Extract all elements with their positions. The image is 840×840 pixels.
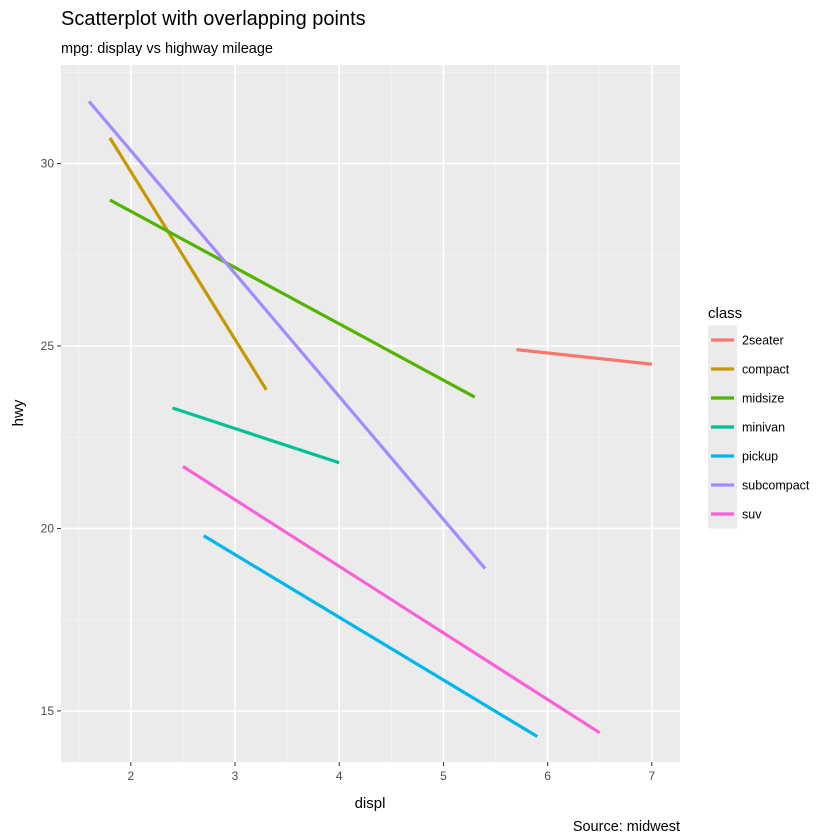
x-axis-title: displ [355,795,386,812]
gridlines [61,65,680,762]
legend-label-compact: compact [742,363,790,377]
x-tick-label: 3 [232,769,239,783]
legend-label-pickup: pickup [742,450,778,464]
series-line-subcompact [87,100,487,570]
plot-panel [61,65,680,762]
legend-label-suv: suv [742,508,762,522]
x-tick-label: 7 [649,769,656,783]
legend-label-midsize: midsize [742,392,784,406]
y-axis-title: hwy [10,399,27,426]
legend-title: class [708,305,742,322]
series-line-suv [182,465,601,735]
series-lines [87,100,653,738]
y-axis: 15 20 25 30 [41,157,61,718]
series-line-midsize [109,198,476,399]
x-tick-label: 4 [336,769,343,783]
chart-caption: Source: midwest [573,819,680,835]
legend-label-minivan: minivan [742,421,785,435]
legend-label-2seater: 2seater [742,334,784,348]
series-line-minivan [172,406,340,465]
x-axis: 2 3 4 5 6 7 [127,762,656,783]
legend: class 2seater compact midsize minivan pickup… [708,305,810,529]
y-tick-label: 15 [41,704,55,718]
y-tick-label: 30 [41,157,55,171]
x-tick-label: 2 [127,769,134,783]
series-line-compact [108,137,268,391]
chart-title: Scatterplot with overlapping points [61,8,366,30]
x-tick-label: 5 [440,769,447,783]
y-tick-label: 20 [41,521,55,535]
series-line-pickup [202,534,539,738]
chart-subtitle: mpg: display vs highway mileage [61,41,273,57]
x-tick-label: 6 [544,769,551,783]
legend-label-subcompact: subcompact [742,479,810,493]
series-line-2seater [516,348,653,366]
y-tick-label: 25 [41,339,55,353]
